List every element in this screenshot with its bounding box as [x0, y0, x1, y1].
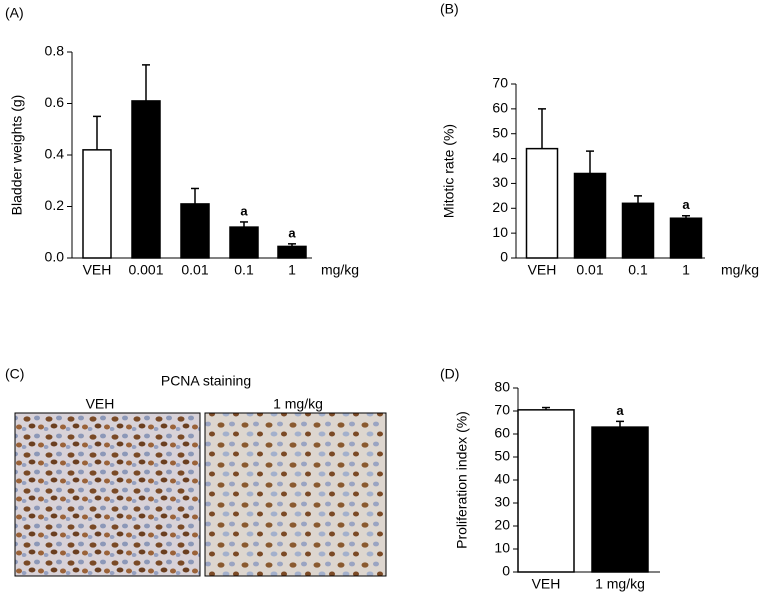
y-tick-label: 80 [494, 379, 510, 395]
y-tick-label: 30 [494, 494, 510, 510]
panel-label: (C) [5, 366, 24, 382]
bar [277, 245, 307, 259]
micrograph [14, 412, 201, 577]
y-axis-label: Bladder weights (g) [9, 95, 25, 216]
bar [229, 226, 259, 259]
y-tick-label: 0.6 [45, 94, 65, 110]
y-tick-label: 50 [492, 124, 508, 140]
y-tick-label: 70 [492, 75, 508, 91]
x-tick-label: VEH [83, 262, 112, 278]
y-axis-label: Proliferation index (%) [454, 411, 470, 549]
bar [131, 100, 161, 259]
x-tick-label: 0.001 [128, 262, 163, 278]
y-tick-label: 0 [500, 249, 508, 265]
significance-label: a [240, 203, 248, 218]
x-tick-label: 1 mg/kg [595, 576, 645, 592]
y-tick-label: 60 [492, 100, 508, 116]
x-tick-label: VEH [528, 262, 557, 278]
significance-label: a [288, 225, 296, 240]
x-axis-label: mg/kg [721, 262, 759, 278]
y-tick-label: 10 [494, 540, 510, 556]
panel-label: (B) [440, 1, 459, 17]
micrograph [204, 412, 387, 577]
bar [669, 217, 703, 259]
panel-label: (D) [440, 366, 459, 382]
bar [573, 172, 607, 259]
y-tick-label: 0.2 [45, 197, 65, 213]
bar [621, 202, 655, 259]
y-tick-label: 50 [494, 448, 510, 464]
panel-label: (A) [5, 5, 24, 21]
x-tick-label: VEH [532, 576, 561, 592]
y-axis-label: Mitotic rate (%) [441, 124, 457, 218]
x-tick-label: 1 [682, 262, 690, 278]
y-tick-label: 0.8 [45, 43, 65, 59]
x-tick-label: 1 [288, 262, 296, 278]
y-tick-label: 40 [492, 149, 508, 165]
bar [180, 203, 210, 259]
x-tick-label: 0.01 [576, 262, 603, 278]
x-tick-label: 0.1 [628, 262, 648, 278]
image-title: PCNA staining [161, 373, 251, 389]
y-tick-label: 60 [494, 425, 510, 441]
y-tick-label: 20 [494, 517, 510, 533]
y-tick-label: 30 [492, 174, 508, 190]
bar [525, 147, 559, 259]
y-tick-label: 0.0 [45, 249, 65, 265]
bar [517, 409, 575, 573]
y-tick-label: 10 [492, 224, 508, 240]
image-label: 1 mg/kg [273, 396, 323, 412]
y-tick-label: 0 [502, 563, 510, 579]
significance-label: a [616, 403, 624, 418]
x-tick-label: 0.1 [234, 262, 254, 278]
y-tick-label: 0.4 [45, 146, 65, 162]
x-tick-label: 0.01 [181, 262, 208, 278]
y-tick-label: 40 [494, 471, 510, 487]
bar [82, 149, 112, 259]
y-tick-label: 20 [492, 199, 508, 215]
bar [591, 426, 649, 573]
image-label: VEH [86, 396, 115, 412]
significance-label: a [682, 197, 690, 212]
y-tick-label: 70 [494, 402, 510, 418]
x-axis-label: mg/kg [321, 262, 359, 278]
